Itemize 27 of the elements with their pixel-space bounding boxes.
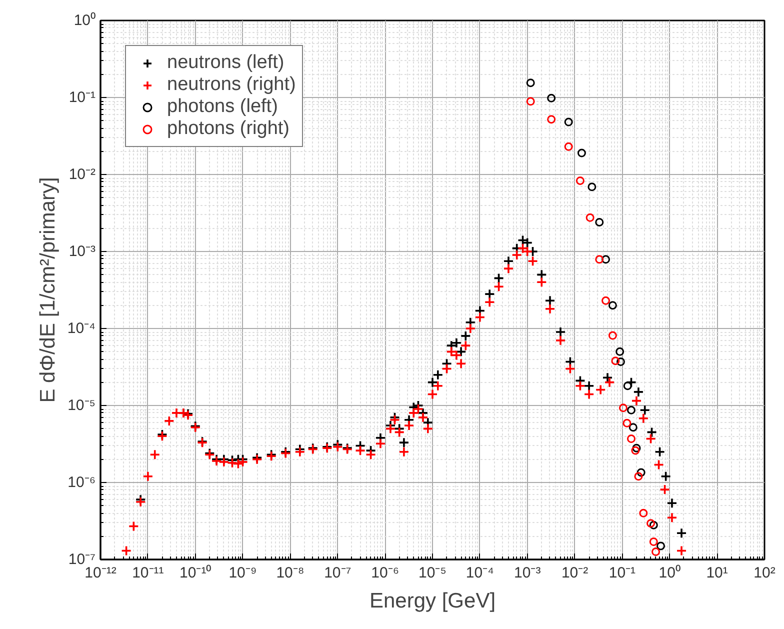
y-tick-label: 10⁻⁴ <box>67 320 96 337</box>
y-axis-title: E dΦ/dE [1/cm²/primary] <box>36 177 60 403</box>
x-tick-label: 10⁻¹⁰ <box>180 564 212 582</box>
x-tick-label: 10⁻² <box>561 564 588 582</box>
x-tick-label: 10⁻¹ <box>608 564 636 582</box>
y-tick-label: 10⁻¹ <box>68 89 96 106</box>
legend-label: neutrons (left) <box>167 52 284 74</box>
x-tick-label: 10⁻⁶ <box>371 564 399 582</box>
x-tick-label: 10⁻⁹ <box>228 564 257 582</box>
y-tick-label: 10⁻³ <box>68 243 96 260</box>
x-tick-label: 10⁻¹¹ <box>132 564 164 582</box>
legend-label: photons (right) <box>167 118 290 140</box>
x-axis-title: Energy [GeV] <box>369 590 496 612</box>
x-tick-label: 10⁻⁴ <box>466 564 494 582</box>
legend-label: photons (left) <box>167 96 278 118</box>
x-tick-label: 10⁻⁷ <box>324 564 352 582</box>
x-tick-label: 10¹ <box>706 564 728 582</box>
y-tick-label: 10⁻⁵ <box>68 397 96 414</box>
x-tick-label: 10⁰ <box>658 564 680 582</box>
x-tick-label: 10² <box>754 564 776 582</box>
y-tick-label: 10⁻² <box>68 166 96 183</box>
y-tick-label: 10⁰ <box>74 12 96 29</box>
y-tick-label: 10⁻⁶ <box>68 474 96 491</box>
x-tick-label: 10⁻⁸ <box>276 564 304 582</box>
x-tick-label: 10⁻⁵ <box>418 564 446 582</box>
legend-label: neutrons (right) <box>167 74 296 96</box>
x-tick-label: 10⁻³ <box>514 564 541 582</box>
